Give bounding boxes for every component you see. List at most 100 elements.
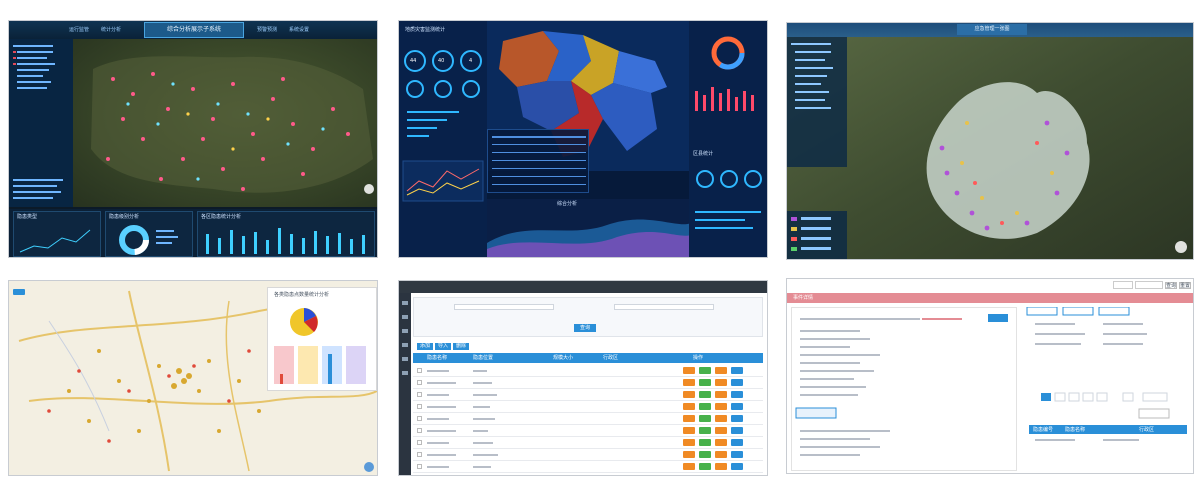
nav-item[interactable]: 预警预测	[257, 27, 278, 33]
row-action-button[interactable]	[715, 367, 727, 374]
table-row[interactable]	[413, 437, 763, 449]
import-button[interactable]: 导入	[435, 343, 451, 350]
row-action-button[interactable]	[731, 451, 743, 458]
date-select[interactable]	[1113, 281, 1133, 289]
tile-blue-region-dashboard: 地质灾害监测统计 44 40 4	[398, 20, 768, 258]
header-bar: 应急管理一张图	[787, 23, 1193, 37]
satellite-terrain[interactable]	[787, 23, 1194, 260]
row-action-button[interactable]	[683, 379, 695, 386]
cell-text	[473, 466, 491, 468]
table-row[interactable]	[413, 389, 763, 401]
row-action-button[interactable]	[715, 403, 727, 410]
row-checkbox[interactable]	[417, 404, 422, 409]
row-action-button[interactable]	[683, 415, 695, 422]
line-chart	[19, 229, 91, 253]
row-action-button[interactable]	[683, 403, 695, 410]
filter-input[interactable]	[614, 304, 714, 310]
cell-text	[473, 394, 497, 396]
row-action-button[interactable]	[731, 415, 743, 422]
row-checkbox[interactable]	[417, 392, 422, 397]
stat-gauges	[402, 50, 484, 202]
stat-value: 40	[438, 58, 445, 64]
row-action-button[interactable]	[715, 463, 727, 470]
map-canvas[interactable]	[73, 39, 377, 207]
nav-item[interactable]: 统计分析	[101, 27, 122, 33]
row-checkbox[interactable]	[417, 368, 422, 373]
row-action-button[interactable]	[683, 451, 695, 458]
area-select[interactable]	[1135, 281, 1163, 289]
table-row[interactable]	[413, 377, 763, 389]
row-checkbox[interactable]	[417, 440, 422, 445]
row-checkbox[interactable]	[417, 428, 422, 433]
nav-item[interactable]: 系统设置	[289, 27, 310, 33]
table-row[interactable]	[413, 365, 763, 377]
row-action-button[interactable]	[715, 427, 727, 434]
delete-button[interactable]: 删除	[453, 343, 469, 350]
row-action-button[interactable]	[715, 379, 727, 386]
row-action-button[interactable]	[683, 367, 695, 374]
detail-lines	[795, 314, 1008, 456]
search-button[interactable]: 查询	[574, 324, 596, 332]
top-bar	[399, 281, 767, 293]
panel-title: 综合分析	[557, 201, 578, 207]
row-action-button[interactable]	[683, 391, 695, 398]
row-action-button[interactable]	[715, 451, 727, 458]
related-list-panel: 隐患编号 隐患名称 行政区	[1023, 306, 1191, 471]
row-action-button[interactable]	[683, 439, 695, 446]
chart-panel-level: 隐患级别分析	[105, 211, 193, 257]
row-action-button[interactable]	[731, 367, 743, 374]
query-button[interactable]: 查询	[1165, 282, 1177, 289]
row-checkbox[interactable]	[417, 464, 422, 469]
row-checkbox[interactable]	[417, 416, 422, 421]
row-action-button[interactable]	[731, 427, 743, 434]
row-action-button[interactable]	[699, 379, 711, 386]
row-action-button[interactable]	[731, 379, 743, 386]
row-action-button[interactable]	[731, 439, 743, 446]
row-action-button[interactable]	[683, 463, 695, 470]
row-action-button[interactable]	[699, 367, 711, 374]
layer-tree-lines	[791, 43, 833, 109]
row-action-button[interactable]	[731, 391, 743, 398]
row-checkbox[interactable]	[417, 380, 422, 385]
row-checkbox[interactable]	[417, 452, 422, 457]
row-action-button[interactable]	[715, 415, 727, 422]
table-row[interactable]	[413, 449, 763, 461]
map-points	[91, 56, 374, 194]
row-action-button[interactable]	[715, 439, 727, 446]
row-action-button[interactable]	[699, 403, 711, 410]
tile-dark-gis-dashboard: 运行监管 统计分析 综合分析展示子系统 预警预测 系统设置	[8, 20, 378, 258]
stats-overlay-panel: 各类隐患点数量统计分析	[267, 287, 377, 391]
row-action-button[interactable]	[731, 463, 743, 470]
row-action-button[interactable]	[699, 439, 711, 446]
search-input[interactable]	[454, 304, 554, 310]
row-action-button[interactable]	[731, 403, 743, 410]
table-row[interactable]	[413, 425, 763, 437]
tile-data-table: 查询 添加 导入 删除 隐患名称 隐患位置 规模大小 行政区 操作	[398, 280, 768, 476]
add-button[interactable]: 添加	[417, 343, 433, 350]
side-nav[interactable]	[399, 293, 411, 475]
table-row[interactable]	[413, 413, 763, 425]
layer-tree[interactable]	[9, 39, 73, 207]
layer-tree[interactable]	[787, 37, 847, 167]
cell-text	[427, 442, 449, 444]
column-header: 隐患名称	[1065, 427, 1086, 433]
header-bar: 运行监管 统计分析 综合分析展示子系统 预警预测 系统设置	[9, 21, 377, 39]
row-action-button[interactable]	[699, 427, 711, 434]
column-header: 隐患名称	[427, 355, 448, 361]
row-action-button[interactable]	[683, 427, 695, 434]
tile-event-detail: 查询 重置 事件详情	[786, 278, 1194, 474]
table-row[interactable]	[413, 401, 763, 413]
table-row[interactable]	[413, 461, 763, 473]
panel-title: 区县统计	[693, 151, 714, 157]
row-action-button[interactable]	[699, 415, 711, 422]
row-action-button[interactable]	[715, 391, 727, 398]
row-action-button[interactable]	[699, 463, 711, 470]
table-rows	[492, 136, 586, 185]
reset-button[interactable]: 重置	[1179, 282, 1191, 289]
row-action-button[interactable]	[699, 391, 711, 398]
row-action-button[interactable]	[699, 451, 711, 458]
trend-area-chart: 综合分析	[487, 199, 691, 257]
stat-value: 4	[469, 58, 473, 64]
detail-panel	[791, 307, 1017, 471]
nav-item[interactable]: 运行监管	[69, 27, 90, 33]
